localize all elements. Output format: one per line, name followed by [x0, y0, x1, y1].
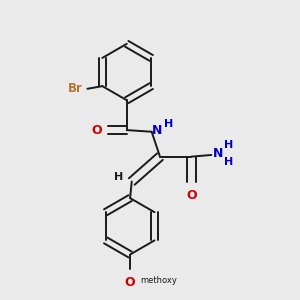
- Text: N: N: [212, 148, 223, 160]
- Text: O: O: [186, 189, 197, 202]
- Text: H: H: [164, 119, 173, 130]
- Text: N: N: [152, 124, 163, 137]
- Text: O: O: [91, 124, 102, 136]
- Text: H: H: [224, 140, 233, 150]
- Text: Br: Br: [68, 82, 82, 95]
- Text: H: H: [114, 172, 124, 182]
- Text: methoxy: methoxy: [140, 276, 177, 285]
- Text: H: H: [224, 157, 233, 167]
- Text: O: O: [125, 276, 135, 289]
